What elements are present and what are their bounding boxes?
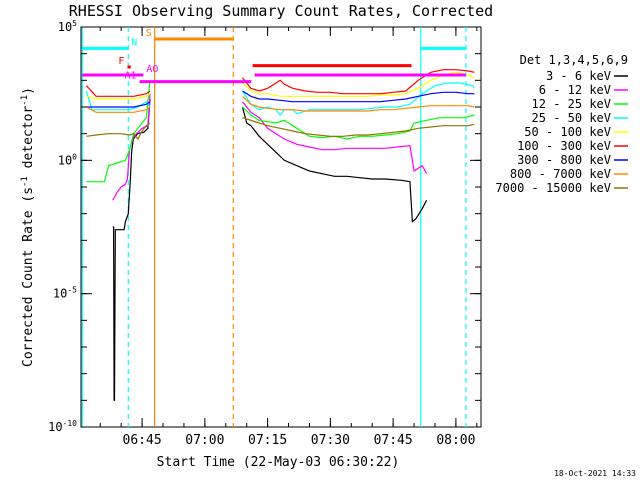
flag-bars: NS F AO A1 — [82, 28, 466, 84]
y-tick-label-2: 10-5 — [53, 286, 77, 301]
legend-label-8: 7000 - 15000 keV — [495, 181, 611, 195]
legend-label-5: 100 - 300 keV — [517, 139, 611, 153]
x-tick-label-5: 08:00 — [436, 433, 475, 448]
flag-label-2: S — [146, 28, 152, 39]
x-tick-label-1: 07:00 — [185, 433, 224, 448]
x-tick-label-0: 06:45 — [123, 433, 162, 448]
vertical-markers — [81, 27, 467, 427]
y-tick-label-0: 105 — [58, 19, 77, 34]
y-axis-label: Corrected Count Rate (s-1 detector-1) — [20, 87, 36, 367]
y-tick-label-3: 10-10 — [48, 419, 77, 434]
series-line-0 — [112, 98, 428, 401]
flag-label-5: AO — [146, 64, 158, 75]
x-axis-label: Start Time (22-May-03 06:30:22) — [157, 455, 400, 470]
legend-label-0: 3 - 6 keV — [546, 69, 611, 83]
plot-frame — [80, 26, 482, 428]
series-line-8 — [86, 117, 475, 141]
x-tick-label-2: 07:15 — [248, 433, 287, 448]
legend-label-6: 300 - 800 keV — [517, 153, 611, 167]
chart-title: RHESSI Observing Summary Count Rates, Co… — [69, 2, 493, 20]
x-tick-label-4: 07:45 — [374, 433, 413, 448]
series-line-7 — [86, 95, 475, 113]
flag-label-7: A1 — [125, 71, 137, 82]
series-line-2 — [86, 80, 475, 183]
legend-label-3: 25 - 50 keV — [532, 111, 611, 125]
flag-label-3: F — [118, 56, 124, 67]
series-line-4 — [86, 71, 475, 100]
y-tick-label-1: 100 — [58, 152, 77, 167]
legend-label-4: 50 - 100 keV — [524, 125, 611, 139]
y-axis: 105 100 10-5 10-10 — [48, 19, 481, 434]
flag-label-0: N — [131, 37, 137, 48]
x-axis: 06:45 07:00 07:15 07:30 07:45 08:00 — [99, 27, 478, 448]
series-line-6 — [86, 90, 475, 108]
series-line-5 — [85, 69, 475, 97]
series-lines — [85, 69, 475, 401]
timestamp: 18-Oct-2021 14:33 — [554, 469, 636, 478]
legend-label-7: 800 - 7000 keV — [510, 167, 611, 181]
legend-title: Det 1,3,4,5,6,9 — [520, 53, 628, 67]
legend-label-2: 12 - 25 keV — [532, 97, 611, 111]
x-tick-label-3: 07:30 — [311, 433, 350, 448]
legend-label-1: 6 - 12 keV — [539, 83, 611, 97]
